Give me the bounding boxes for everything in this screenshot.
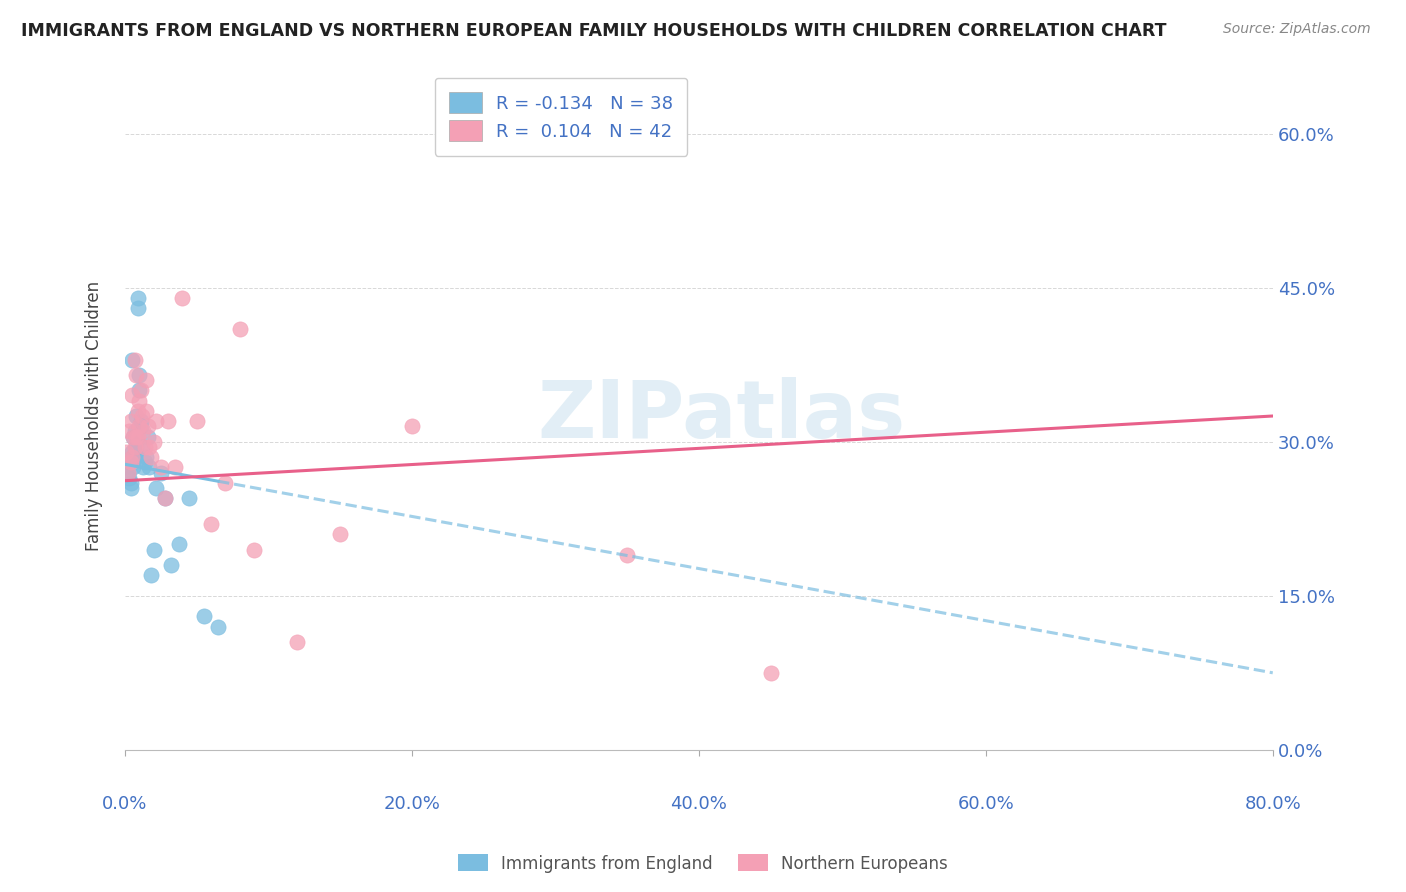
Point: [127, 291, 149, 305]
Point: [135, 450, 157, 464]
Point: [138, 440, 160, 454]
Point: [207, 619, 229, 633]
Point: [149, 460, 172, 475]
Text: 20.0%: 20.0%: [384, 796, 440, 814]
Point: [136, 419, 159, 434]
Point: [139, 568, 162, 582]
Point: [121, 450, 143, 464]
Legend: R = -0.134   N = 38, R =  0.104   N = 42: R = -0.134 N = 38, R = 0.104 N = 42: [434, 78, 688, 155]
Point: [120, 414, 142, 428]
Point: [115, 445, 138, 459]
Text: ZIPatlas: ZIPatlas: [537, 377, 905, 455]
Point: [128, 384, 150, 398]
Point: [139, 450, 162, 464]
Point: [117, 466, 139, 480]
Point: [134, 440, 156, 454]
Y-axis label: Family Households with Children: Family Households with Children: [86, 281, 103, 551]
Point: [138, 460, 160, 475]
Text: IMMIGRANTS FROM ENGLAND VS NORTHERN EUROPEAN FAMILY HOUSEHOLDS WITH CHILDREN COR: IMMIGRANTS FROM ENGLAND VS NORTHERN EURO…: [21, 22, 1167, 40]
Point: [142, 434, 165, 449]
Point: [401, 419, 423, 434]
Point: [329, 527, 352, 541]
Point: [129, 419, 152, 434]
Point: [125, 409, 148, 423]
Point: [128, 368, 150, 382]
Point: [228, 321, 250, 335]
Point: [124, 352, 146, 367]
Point: [186, 414, 208, 428]
Point: [193, 609, 215, 624]
Point: [124, 425, 146, 439]
Point: [616, 548, 638, 562]
Point: [149, 466, 172, 480]
Point: [129, 414, 152, 428]
Point: [121, 450, 143, 464]
Point: [129, 384, 152, 398]
Point: [118, 455, 141, 469]
Point: [759, 665, 782, 680]
Point: [125, 429, 148, 443]
Point: [172, 291, 194, 305]
Point: [153, 491, 176, 505]
Point: [285, 635, 308, 649]
Point: [120, 481, 142, 495]
Point: [131, 409, 153, 423]
Point: [132, 425, 155, 439]
Point: [145, 481, 167, 495]
Point: [121, 352, 143, 367]
Point: [122, 460, 145, 475]
Point: [165, 460, 187, 475]
Point: [115, 460, 138, 475]
Point: [153, 491, 176, 505]
Point: [120, 475, 142, 490]
Point: [124, 450, 146, 464]
Point: [179, 491, 201, 505]
Point: [243, 542, 266, 557]
Point: [124, 440, 146, 454]
Point: [131, 440, 153, 454]
Point: [136, 429, 159, 443]
Text: Source: ZipAtlas.com: Source: ZipAtlas.com: [1223, 22, 1371, 37]
Point: [135, 404, 157, 418]
Point: [117, 466, 139, 480]
Point: [122, 429, 145, 443]
Point: [120, 455, 142, 469]
Point: [127, 429, 149, 443]
Text: 80.0%: 80.0%: [1244, 796, 1301, 814]
Point: [135, 373, 157, 387]
Point: [118, 425, 141, 439]
Text: 60.0%: 60.0%: [957, 796, 1014, 814]
Point: [127, 404, 149, 418]
Point: [125, 440, 148, 454]
Legend: Immigrants from England, Northern Europeans: Immigrants from England, Northern Europe…: [451, 847, 955, 880]
Point: [142, 542, 165, 557]
Point: [134, 455, 156, 469]
Point: [124, 445, 146, 459]
Point: [121, 445, 143, 459]
Point: [122, 429, 145, 443]
Point: [214, 475, 236, 490]
Point: [169, 537, 191, 551]
Text: 0.0%: 0.0%: [103, 796, 148, 814]
Point: [156, 414, 179, 428]
Point: [121, 388, 143, 402]
Point: [145, 414, 167, 428]
Point: [159, 558, 181, 572]
Point: [128, 419, 150, 434]
Point: [125, 368, 148, 382]
Point: [132, 460, 155, 475]
Text: 40.0%: 40.0%: [671, 796, 727, 814]
Point: [128, 393, 150, 408]
Point: [118, 470, 141, 484]
Point: [200, 516, 222, 531]
Point: [127, 301, 149, 315]
